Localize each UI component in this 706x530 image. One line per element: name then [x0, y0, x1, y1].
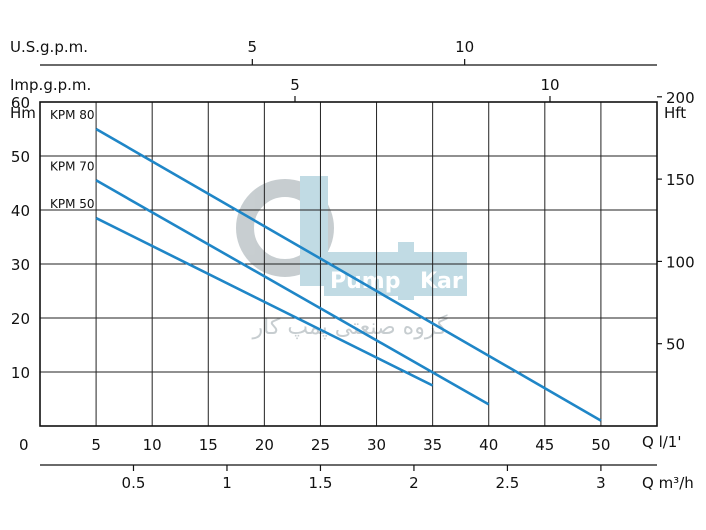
y-left-ticks: 10 20 30 40 50 60: [11, 94, 30, 382]
y-right-tick-label: 200: [666, 89, 695, 107]
series-lines: KPM 80 KPM 70 KPM 50: [50, 108, 602, 422]
y-left-tick-label: 60: [11, 94, 30, 112]
impgpm-ticks: 5 10: [290, 76, 560, 102]
m3h-tick-label: 2: [409, 474, 419, 492]
m3h-tick-label: 1: [222, 474, 232, 492]
series-line-2: [95, 179, 490, 406]
y-left-tick-label: 50: [11, 148, 30, 166]
m3h-tick-label: 1.5: [309, 474, 333, 492]
usgpm-tick-label: 5: [248, 38, 258, 56]
y-left-axis-label: Hm: [10, 104, 36, 122]
impgpm-axis-label: Imp.g.p.m.: [10, 76, 91, 94]
series-label-2: KPM 70: [50, 159, 95, 173]
x-tick-label: 45: [535, 436, 554, 454]
y-right-tick-label: 150: [666, 171, 695, 189]
plot-frame: [39, 101, 658, 427]
x-tick-label: 20: [255, 436, 274, 454]
usgpm-ticks: 5 10: [248, 38, 474, 65]
m3h-ticks: 0.5 1 1.5 2 2.5 3: [122, 465, 606, 492]
x-ticks: 5 10 15 20 25 30 35 40 45 50: [91, 436, 610, 454]
watermark-pump-body-icon: [300, 176, 328, 286]
watermark-pipe-icon: [398, 242, 414, 300]
watermark-brand-right: Kar: [420, 269, 463, 294]
usgpm-tick-label: 10: [455, 38, 474, 56]
y-left-tick-label: 30: [11, 256, 30, 274]
pumpkar-watermark: Pump Kar گروه صنعتی پمپ کار: [236, 176, 467, 340]
x-axis-label: Q l/1': [642, 433, 681, 451]
y-left-tick-label: 20: [11, 310, 30, 328]
usgpm-axis-label: U.S.g.p.m.: [10, 38, 88, 56]
x-tick-label: 30: [367, 436, 386, 454]
y-right-ticks: 50 100 150 200: [657, 89, 695, 354]
x-tick-label: 5: [91, 436, 101, 454]
x-tick-label: 40: [479, 436, 498, 454]
series-line-3: [95, 216, 434, 387]
x-tick-label: 50: [591, 436, 610, 454]
watermark-brand-left: Pump: [330, 269, 400, 294]
y-left-tick-label: 40: [11, 202, 30, 220]
m3h-tick-label: 3: [596, 474, 606, 492]
x-tick-label: 35: [423, 436, 442, 454]
series-label-1: KPM 80: [50, 108, 95, 122]
x-zero-label: 0: [19, 436, 29, 454]
y-right-tick-label: 50: [666, 336, 685, 354]
m3h-axis-label: Q m³/h: [642, 474, 694, 492]
y-left-tick-label: 10: [11, 364, 30, 382]
series-line-1: [95, 127, 602, 422]
x-tick-label: 25: [311, 436, 330, 454]
impgpm-tick-label: 10: [540, 76, 559, 94]
x-tick-label: 10: [143, 436, 162, 454]
y-right-tick-label: 100: [666, 253, 695, 271]
x-tick-label: 15: [199, 436, 218, 454]
impgpm-tick-label: 5: [290, 76, 300, 94]
m3h-tick-label: 0.5: [122, 474, 146, 492]
m3h-tick-label: 2.5: [495, 474, 519, 492]
series-label-3: KPM 50: [50, 197, 95, 211]
y-right-axis-label: Hft: [664, 104, 686, 122]
